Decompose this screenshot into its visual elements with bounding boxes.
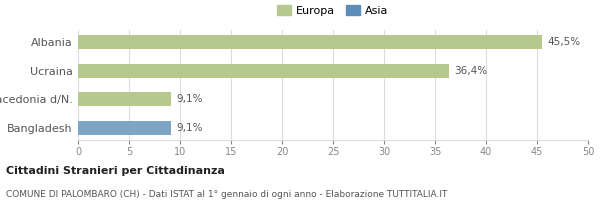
Bar [78, 35, 542, 49]
Bar [78, 92, 171, 106]
Bar [78, 64, 449, 78]
Text: Cittadini Stranieri per Cittadinanza: Cittadini Stranieri per Cittadinanza [6, 166, 225, 176]
Bar [78, 121, 171, 135]
Text: 45,5%: 45,5% [547, 37, 580, 47]
Text: COMUNE DI PALOMBARO (CH) - Dati ISTAT al 1° gennaio di ogni anno - Elaborazione : COMUNE DI PALOMBARO (CH) - Dati ISTAT al… [6, 190, 448, 199]
Text: 9,1%: 9,1% [176, 94, 202, 104]
Text: 9,1%: 9,1% [176, 123, 202, 133]
Legend: Europa, Asia: Europa, Asia [277, 5, 389, 16]
Text: 36,4%: 36,4% [454, 66, 488, 76]
